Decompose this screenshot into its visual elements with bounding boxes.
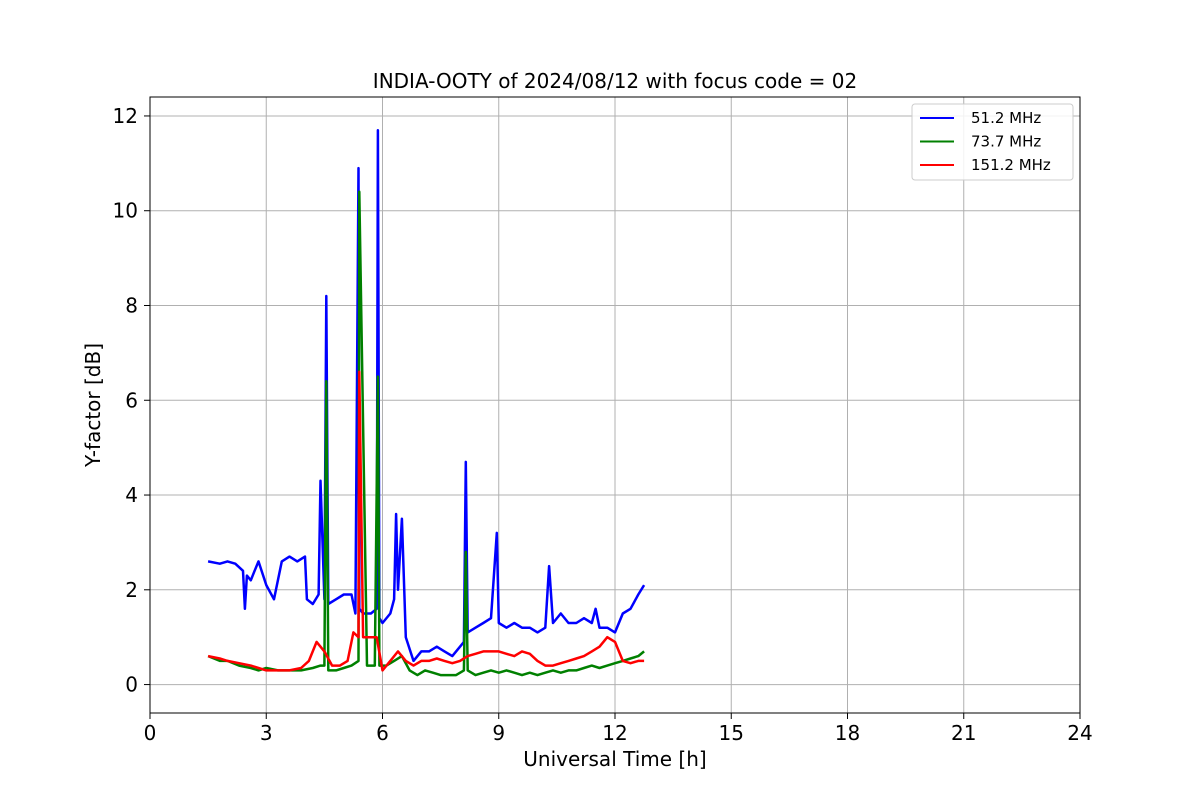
x-tick-label: 9 bbox=[492, 721, 505, 745]
y-tick-label: 0 bbox=[125, 673, 138, 697]
x-tick-label: 21 bbox=[951, 721, 976, 745]
y-tick-label: 8 bbox=[125, 293, 138, 317]
x-axis-label: Universal Time [h] bbox=[523, 747, 706, 771]
x-tick-label: 18 bbox=[835, 721, 860, 745]
series-line-0 bbox=[207, 128, 646, 663]
legend: 51.2 MHz 73.7 MHz 151.2 MHz bbox=[911, 103, 1074, 181]
legend-label-1: 73.7 MHz bbox=[971, 133, 1041, 151]
y-tick-label: 6 bbox=[125, 388, 138, 412]
series-line-1 bbox=[207, 190, 645, 677]
legend-box bbox=[911, 103, 1074, 181]
series-line-2 bbox=[207, 370, 645, 672]
legend-label-0: 51.2 MHz bbox=[971, 109, 1041, 127]
x-tick-label: 0 bbox=[144, 721, 157, 745]
chart-title: INDIA-OOTY of 2024/08/12 with focus code… bbox=[373, 69, 857, 93]
series-group bbox=[207, 128, 646, 677]
legend-label-2: 151.2 MHz bbox=[971, 156, 1051, 174]
x-tick-label: 3 bbox=[260, 721, 273, 745]
y-tick-label: 4 bbox=[125, 483, 138, 507]
x-tick-label: 12 bbox=[602, 721, 627, 745]
x-tick-label: 24 bbox=[1067, 721, 1092, 745]
y-tick-label: 10 bbox=[113, 199, 138, 223]
x-tick-label: 15 bbox=[719, 721, 744, 745]
y-tick-label: 12 bbox=[113, 104, 138, 128]
y-axis-label: Y-factor [dB] bbox=[81, 343, 105, 468]
y-tick-label: 2 bbox=[125, 578, 138, 602]
x-tick-label: 6 bbox=[376, 721, 389, 745]
